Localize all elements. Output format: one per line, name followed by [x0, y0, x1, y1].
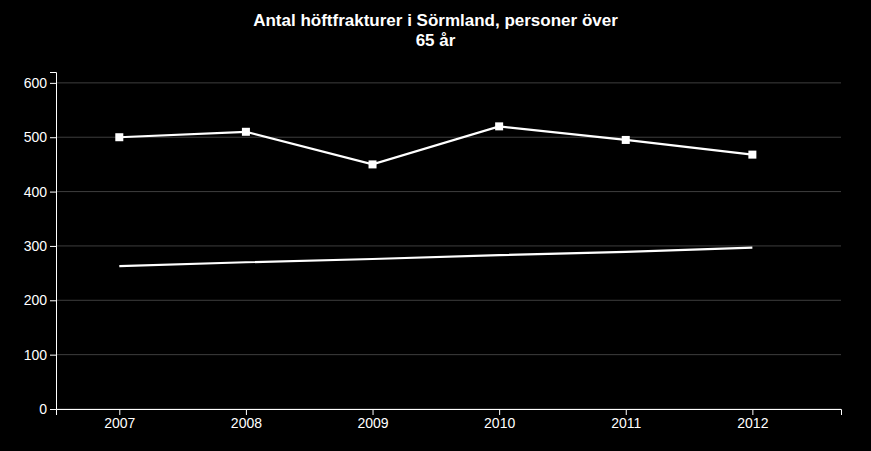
tick-mark: [50, 137, 56, 138]
grid-line: [56, 354, 841, 355]
tick-mark: [50, 83, 56, 84]
marker: [495, 122, 503, 130]
tick-label: 500: [24, 129, 48, 145]
x-axis: 2007 2008 2009 2010 2011 2012: [57, 409, 842, 431]
tick-label: 100: [24, 347, 48, 363]
marker: [622, 136, 630, 144]
marks: [115, 122, 756, 266]
grid: [56, 83, 841, 409]
tick: 600: [24, 75, 56, 91]
tick: 2009: [357, 409, 388, 431]
tick-mark: [50, 192, 56, 193]
tick-label: 600: [24, 75, 48, 91]
tick: 2007: [104, 409, 135, 431]
tick-label: 2010: [484, 415, 515, 431]
tick-label: 400: [24, 184, 48, 200]
tick-label: 0: [39, 401, 47, 417]
tick: 2011: [611, 409, 641, 431]
tick-mark: [50, 246, 56, 247]
tick-label: 2008: [231, 415, 262, 431]
axis-line: [57, 410, 842, 416]
tick-label: 2009: [357, 415, 388, 431]
grid-line: [56, 137, 841, 138]
tick: 500: [24, 129, 56, 145]
line: [119, 126, 752, 164]
tick-label: 2007: [104, 415, 135, 431]
tick: 100: [24, 347, 56, 363]
tick: 2008: [231, 409, 262, 431]
marker: [369, 160, 377, 168]
tick-label: 2012: [737, 415, 768, 431]
tick-mark: [50, 355, 56, 356]
grid-line: [56, 82, 841, 83]
axis-line: [50, 73, 57, 410]
tick: 400: [24, 184, 56, 200]
marker: [115, 133, 123, 141]
tick: 200: [24, 292, 56, 308]
tick: 2010: [484, 409, 515, 431]
tick-label: 2011: [611, 415, 641, 431]
y-axis: 0 100 200 300 400 500 600: [24, 73, 57, 417]
grid-line: [56, 245, 841, 246]
title: Antal höftfrakturer i Sörmland, personer…: [253, 11, 618, 50]
grid-line: [56, 300, 841, 301]
tick: 2012: [737, 409, 768, 431]
tick-label: 300: [24, 238, 48, 254]
tick-label: 200: [24, 292, 48, 308]
background: [0, 0, 871, 451]
marker: [748, 151, 756, 159]
plot: 2007 2008 2009 2010 2011 2012 0 100 200 300 400 500…: [24, 73, 842, 431]
tick: 0: [39, 401, 56, 417]
grid-line: [56, 191, 841, 192]
chart: Antal höftfrakturer i Sörmland, personer…: [0, 0, 871, 451]
tick-mark: [50, 300, 56, 301]
marker: [242, 128, 250, 136]
tick: 300: [24, 238, 56, 254]
tick-mark: [50, 409, 56, 410]
line: [119, 248, 752, 266]
